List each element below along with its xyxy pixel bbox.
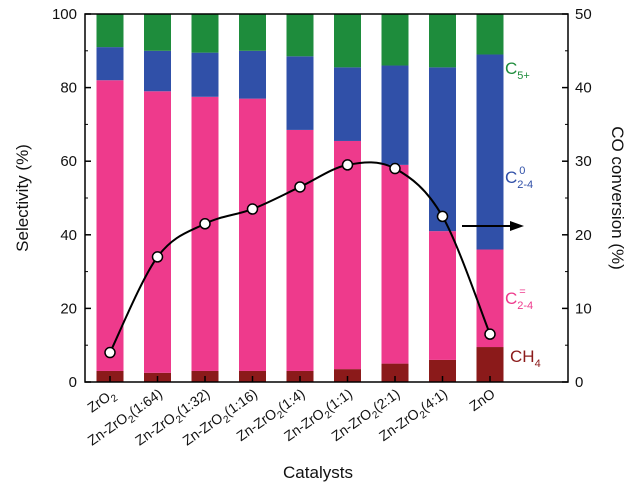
y2-tick-label-0: 0	[575, 374, 583, 391]
bar-segment-C5+-6	[381, 14, 409, 66]
bar-segment-CH4-6	[381, 363, 409, 382]
bar-segment-C2-4=-4	[286, 129, 314, 371]
y2-tick-label-1: 10	[575, 300, 592, 317]
co-conversion-point-3	[246, 203, 259, 215]
bar-segment-C5+-5	[334, 14, 361, 68]
y-tick-label-0: 0	[69, 374, 77, 391]
y2-tick-label-4: 40	[575, 80, 592, 97]
bar-segment-C2-40-7	[429, 67, 456, 232]
bar-segment-C2-40-0	[96, 47, 124, 81]
bar-segment-C5+-4	[286, 14, 314, 57]
co-conversion-layer	[104, 159, 524, 359]
y2-axis-title: CO conversion (%)	[608, 126, 627, 270]
bar-segment-C5+-3	[239, 14, 266, 51]
bar-segment-C2-4=-2	[191, 96, 219, 371]
co-conversion-point-1	[151, 251, 164, 263]
bar-segment-C2-40-4	[286, 56, 314, 130]
bar-segment-CH4-7	[429, 359, 456, 382]
bar-segment-C2-40-3	[239, 50, 266, 99]
bar-segment-C2-4=-3	[239, 98, 266, 371]
y2-tick-label-2: 20	[575, 227, 592, 244]
co-conversion-point-0	[104, 346, 116, 359]
co-conversion-point-2	[199, 218, 211, 230]
bar-segment-C5+-8	[476, 14, 504, 55]
right-axis-arrow-head	[510, 220, 524, 231]
bar-segment-CH4-5	[334, 369, 361, 382]
bar-segment-C2-40-8	[476, 54, 504, 250]
bar-segment-C2-40-1	[144, 50, 171, 92]
y-tick-label-3: 60	[60, 153, 77, 170]
co-conversion-point-8	[484, 328, 496, 340]
bar-segment-C2-4=-6	[381, 164, 409, 364]
y-axis-title: Selectivity (%)	[13, 144, 32, 252]
stacked-bars	[96, 14, 504, 382]
series-label-C2-4=: C2-4=	[505, 286, 533, 312]
bar-segment-C5+-0	[96, 14, 124, 48]
y-tick-label-2: 40	[60, 227, 77, 244]
y-tick-label-4: 80	[60, 80, 77, 97]
co-conversion-point-4	[294, 181, 306, 193]
bar-segment-C2-4=-5	[334, 140, 361, 370]
co-conversion-point-7	[436, 210, 449, 223]
x-axis-title: Catalysts	[283, 463, 353, 482]
series-label-C2-40: C2-40	[505, 165, 533, 191]
series-labels: CH4 C2-4= C2-40 C5+	[505, 59, 541, 370]
bar-segment-C2-40-2	[191, 52, 219, 97]
bar-segment-C5+-2	[191, 14, 219, 53]
co-conversion-point-5	[341, 159, 354, 171]
category-label-8: ZnO	[466, 385, 498, 414]
bar-segment-C2-40-6	[381, 65, 409, 165]
co-conversion-point-6	[389, 162, 401, 175]
bar-segment-C2-4=-7	[429, 231, 456, 360]
y-tick-label-5: 100	[52, 6, 77, 23]
bar-segment-C5+-1	[144, 14, 171, 51]
bar-segment-C5+-7	[429, 14, 456, 68]
bar-segment-C2-40-5	[334, 67, 361, 141]
y2-tick-label-3: 30	[575, 153, 592, 170]
series-label-CH4: CH4	[510, 347, 541, 370]
series-label-C5+: C5+	[505, 59, 530, 82]
y-tick-label-1: 20	[60, 300, 77, 317]
bar-segment-C2-4=-0	[96, 80, 124, 371]
bar-segment-C2-4=-1	[144, 91, 171, 373]
y2-tick-label-5: 50	[575, 6, 592, 23]
